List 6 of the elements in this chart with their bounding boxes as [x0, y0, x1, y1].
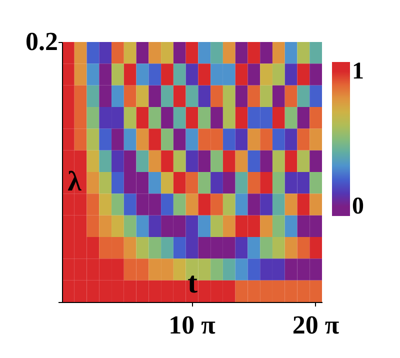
x-tick-label: 10 π: [168, 310, 216, 340]
text: 0.2: [26, 27, 58, 56]
color-bar-label: 0: [352, 194, 364, 220]
x-tick-label: 20 π: [292, 310, 340, 340]
y-axis-title: λ: [68, 166, 82, 198]
color-bar-label: 1: [352, 58, 364, 84]
